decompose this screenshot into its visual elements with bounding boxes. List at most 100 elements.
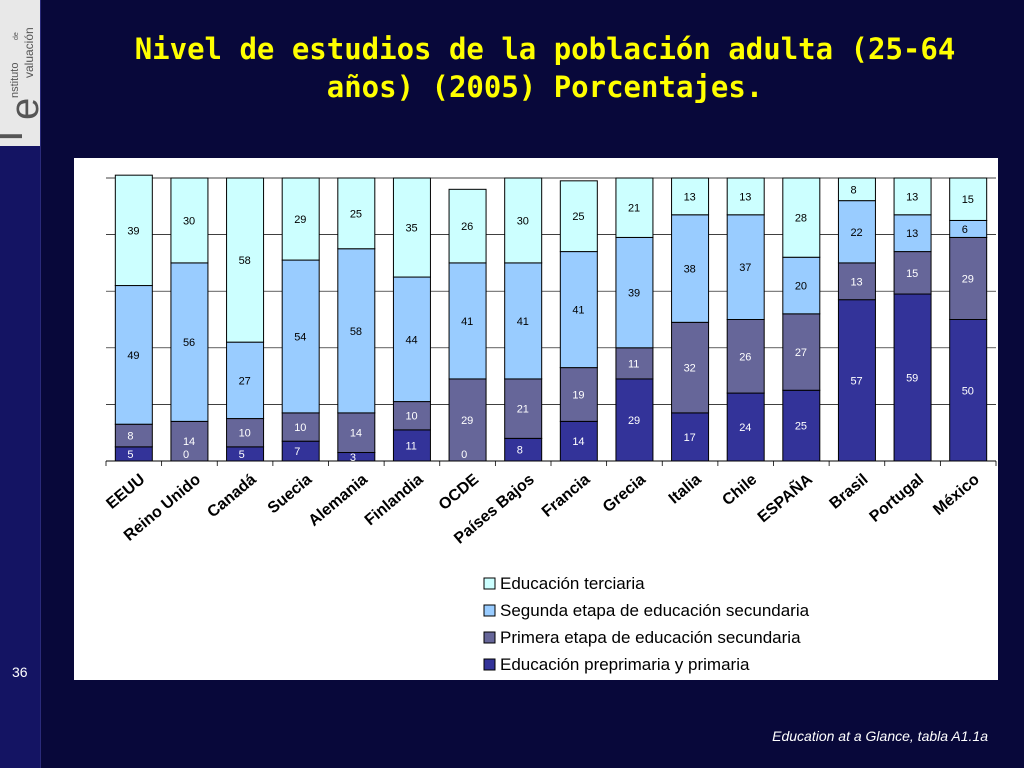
bar-segment — [392, 429, 431, 462]
data-label: 29 — [294, 214, 306, 226]
bar-segment — [949, 219, 988, 238]
bar-segment — [893, 251, 932, 295]
bar-segment — [671, 321, 710, 414]
data-label: 22 — [850, 227, 862, 239]
bar-segment — [170, 177, 209, 264]
data-label: 10 — [239, 428, 251, 440]
legend-label: Educación terciaria — [500, 574, 645, 593]
bar-segment — [893, 293, 932, 462]
slide-title: Nivel de estudios de la población adulta… — [120, 30, 970, 106]
data-label: 59 — [906, 373, 918, 385]
logo-initial-i: I — [0, 130, 31, 142]
data-label: 25 — [350, 208, 362, 220]
logo-line-small: de — [13, 32, 20, 40]
bar-segment — [559, 420, 598, 462]
x-tick-label: ESPAÑA — [753, 468, 816, 526]
legend-label: Primera etapa de educación secundaria — [500, 628, 801, 647]
legend-label: Segunda etapa de educación secundaria — [500, 601, 810, 620]
bar-segment — [726, 392, 765, 462]
x-tick-label: Finlandia — [362, 471, 427, 529]
data-label: 7 — [294, 446, 300, 458]
data-label: 32 — [684, 363, 696, 375]
bar-segment — [337, 177, 376, 250]
data-label: 49 — [127, 350, 139, 362]
data-label: 11 — [405, 440, 416, 452]
data-label: 25 — [572, 211, 584, 223]
x-tick-label: Francia — [539, 471, 594, 521]
bar-segment — [782, 177, 821, 258]
institute-logo: I e nstituto de valuación — [0, 0, 40, 146]
bar-segment — [559, 251, 598, 369]
data-label: 44 — [405, 334, 417, 346]
bar-segment — [949, 236, 988, 320]
data-label: 37 — [739, 262, 751, 274]
bar-segment — [448, 188, 487, 264]
data-label: 39 — [628, 288, 640, 300]
data-label: 13 — [684, 191, 696, 203]
bar-segment — [448, 378, 487, 462]
x-tick-label: Portugal — [866, 471, 927, 526]
data-label: 8 — [850, 184, 856, 196]
bar-segment — [226, 177, 265, 343]
data-label: 24 — [739, 422, 751, 434]
data-label: 3 — [350, 452, 356, 464]
data-label: 21 — [517, 404, 529, 416]
x-tick-label: OCDE — [436, 471, 483, 514]
data-label: 14 — [183, 436, 195, 448]
data-label: 58 — [239, 255, 251, 267]
bar-segment — [281, 259, 320, 414]
data-label: 30 — [183, 215, 195, 227]
data-label: 41 — [517, 316, 529, 328]
data-label: 15 — [906, 268, 918, 280]
data-label: 0 — [461, 449, 467, 461]
data-label: 10 — [405, 411, 417, 423]
bar-segment — [114, 423, 153, 448]
logo-line-top: nstituto — [9, 63, 21, 98]
bar-segment — [448, 262, 487, 380]
bar-segment — [671, 177, 710, 216]
bar-segment — [114, 285, 153, 425]
stacked-bar-chart: 5849390145630510275871054293145825111044… — [103, 174, 997, 674]
bar-segment — [837, 200, 876, 264]
data-label: 29 — [962, 273, 974, 285]
legend-swatch — [483, 631, 496, 644]
x-tick-label: Alemania — [305, 471, 371, 530]
data-label: 8 — [517, 445, 523, 457]
bar-segment — [114, 174, 153, 287]
data-label: 25 — [795, 421, 807, 433]
bar-segment — [226, 446, 265, 462]
source-note: Education at a Glance, tabla A1.1a — [772, 728, 988, 744]
institute-logo-graphic: I e nstituto de valuación — [0, 27, 40, 142]
bar-segment — [337, 248, 376, 414]
x-tick-label: EEUU — [103, 471, 148, 513]
data-label: 20 — [795, 281, 807, 293]
bar-segment — [726, 177, 765, 216]
x-tick-label: Italia — [666, 471, 705, 508]
data-label: 21 — [628, 203, 640, 215]
bar-segment — [559, 180, 598, 253]
data-label: 8 — [127, 431, 133, 443]
data-label: 35 — [405, 223, 417, 235]
data-label: 17 — [684, 432, 696, 444]
data-label: 50 — [962, 385, 974, 397]
bar-segment — [281, 177, 320, 261]
data-label: 5 — [239, 449, 245, 461]
data-label: 10 — [294, 422, 306, 434]
bar-segment — [504, 262, 543, 380]
data-label: 14 — [350, 428, 362, 440]
data-label: 11 — [628, 358, 639, 370]
bar-segment — [170, 262, 209, 422]
bar-segment — [615, 236, 654, 349]
data-label: 5 — [127, 449, 133, 461]
x-tick-label: México — [930, 471, 983, 519]
data-label: 13 — [906, 228, 918, 240]
x-tick-label: Brasil — [827, 471, 872, 513]
bar-segment — [337, 412, 376, 454]
data-label: 13 — [906, 191, 918, 203]
bar-segment — [504, 177, 543, 264]
data-label: 27 — [795, 347, 807, 359]
data-label: 27 — [239, 375, 251, 387]
bar-segment — [226, 418, 265, 448]
bar-segment — [782, 389, 821, 462]
data-label: 15 — [962, 194, 974, 206]
